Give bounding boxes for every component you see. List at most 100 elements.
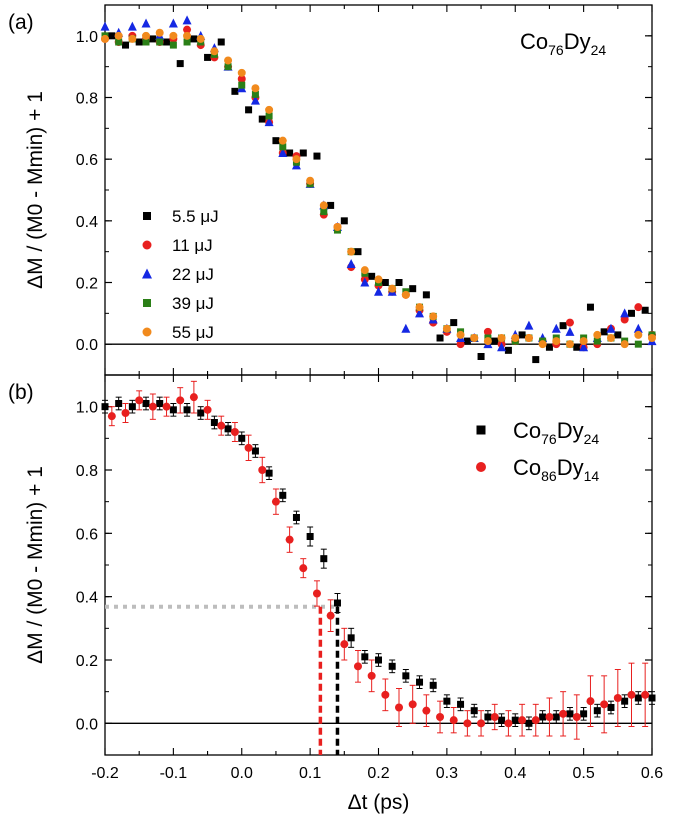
- data-point: [149, 35, 157, 43]
- data-point: [401, 290, 410, 299]
- data-point: [627, 690, 636, 699]
- data-point: [224, 56, 233, 65]
- data-point: [224, 63, 232, 71]
- data-point: [565, 326, 575, 336]
- data-point: [143, 212, 151, 220]
- y-tick-label: 0.0: [76, 716, 98, 733]
- data-point: [183, 406, 191, 414]
- data-point: [573, 343, 581, 351]
- data-point: [142, 38, 150, 46]
- data-point: [565, 340, 574, 349]
- data-point: [621, 697, 629, 705]
- data-point: [518, 716, 527, 725]
- data-point: [361, 653, 369, 661]
- data-point: [183, 38, 191, 46]
- y-axis-title: ΔM / (M0 - Mmin) + 1: [24, 466, 47, 664]
- legend-entry: 55 μJ: [172, 323, 214, 342]
- data-point: [155, 28, 164, 37]
- data-point: [320, 555, 328, 563]
- x-axis-title: Δt (ps): [348, 791, 410, 814]
- data-point: [395, 703, 404, 712]
- data-point: [483, 337, 492, 346]
- text-part: Co: [513, 418, 541, 443]
- data-point: [476, 425, 486, 435]
- data-point: [538, 340, 547, 349]
- data-point: [251, 90, 259, 98]
- data-point: [524, 320, 534, 330]
- data-point: [156, 400, 164, 407]
- data-point: [367, 671, 376, 680]
- y-tick-label: 0.8: [76, 91, 98, 108]
- data-point: [491, 337, 499, 345]
- legend-entry: 22 μJ: [172, 265, 214, 284]
- data-point: [531, 716, 540, 725]
- data-point: [278, 148, 288, 157]
- data-point: [312, 589, 321, 598]
- data-point: [593, 330, 602, 339]
- data-point: [230, 428, 239, 436]
- data-point: [606, 334, 615, 342]
- data-point: [620, 340, 629, 349]
- data-point: [327, 201, 335, 209]
- data-point: [456, 340, 465, 349]
- data-point: [115, 38, 123, 46]
- data-point: [490, 713, 499, 721]
- data-point: [189, 393, 198, 402]
- data-point: [169, 31, 178, 40]
- data-point: [539, 713, 547, 721]
- data-point: [470, 334, 479, 342]
- legend-entry: 5.5 μJ: [172, 207, 219, 226]
- data-point: [381, 279, 389, 286]
- y-tick-label: 0.4: [76, 590, 98, 607]
- data-point: [265, 469, 273, 477]
- data-point: [176, 396, 185, 405]
- data-point: [333, 599, 341, 607]
- legend-entry: 11 μJ: [172, 236, 213, 255]
- data-point: [210, 419, 218, 426]
- data-point: [190, 35, 198, 43]
- text-part: Dy: [564, 29, 591, 54]
- data-point: [401, 323, 411, 333]
- data-point: [251, 447, 259, 455]
- legend-entry: 39 μJ: [172, 294, 214, 313]
- data-point: [128, 34, 137, 43]
- data-point: [128, 403, 136, 411]
- data-point: [463, 337, 471, 345]
- data-point: [416, 678, 424, 686]
- data-point: [340, 640, 349, 649]
- data-point: [326, 611, 335, 620]
- data-point: [545, 713, 554, 721]
- data-point: [360, 277, 370, 287]
- data-point: [271, 497, 280, 506]
- data-point: [121, 409, 130, 417]
- data-point: [285, 535, 294, 544]
- data-point: [299, 149, 307, 157]
- data-point: [620, 315, 629, 324]
- data-point: [182, 15, 192, 25]
- data-point: [449, 716, 458, 725]
- data-point: [634, 340, 642, 348]
- data-point: [368, 272, 376, 280]
- data-point: [319, 201, 328, 210]
- data-point: [148, 402, 157, 411]
- data-point: [156, 38, 164, 46]
- data-point: [320, 208, 328, 216]
- text-part: 24: [591, 42, 607, 58]
- data-point: [197, 409, 205, 417]
- text-part: 86: [541, 468, 557, 484]
- data-point: [142, 240, 152, 250]
- data-point: [422, 291, 430, 299]
- data-point: [354, 248, 362, 256]
- data-point: [107, 412, 116, 421]
- data-point: [122, 41, 130, 49]
- data-point: [633, 323, 643, 333]
- x-tick-label: 0.6: [641, 765, 663, 782]
- data-point: [586, 303, 594, 311]
- y-tick-label: 0.2: [76, 653, 98, 670]
- data-point: [559, 709, 568, 718]
- data-point: [498, 716, 506, 724]
- data-point: [231, 87, 239, 95]
- panel-a: 0.0 0.2 0.4 0.6 0.8 1.0 ΔM / (M0 - Mmin) + 1 (a…: [8, 4, 657, 376]
- y-tick-label: 0.8: [76, 463, 98, 480]
